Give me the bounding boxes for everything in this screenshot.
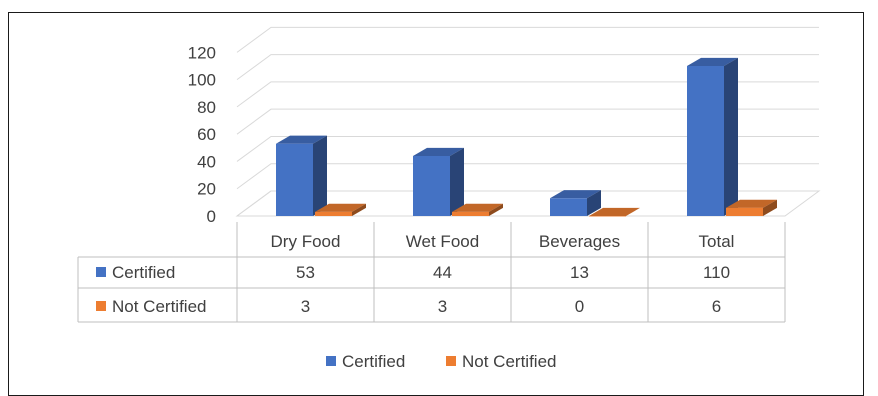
legend-swatch: [326, 356, 336, 366]
gridline: [236, 135, 819, 162]
data-cell: 44: [433, 263, 452, 282]
legend: Certified Not Certified: [326, 352, 556, 371]
category-label: Beverages: [539, 232, 620, 251]
legend-label: Not Certified: [462, 352, 556, 371]
legend-label: Certified: [342, 352, 405, 371]
bar-certified: [413, 147, 464, 216]
y-tick-label: 0: [207, 207, 216, 226]
bar-certified: [276, 135, 327, 216]
bar-not-certified: [589, 207, 640, 217]
gridline: [236, 26, 819, 53]
category-label: Dry Food: [271, 232, 341, 251]
y-tick-label: 20: [197, 180, 216, 199]
category-label: Wet Food: [406, 232, 479, 251]
data-cell: 6: [712, 297, 721, 316]
bar-certified: [687, 57, 738, 216]
bar-not-certified: [452, 203, 503, 216]
legend-key-certified: [96, 267, 106, 277]
gridline: [236, 81, 819, 108]
gridline: [236, 108, 819, 135]
series-label: Not Certified: [112, 297, 206, 316]
gridline: [236, 163, 819, 190]
legend-key-not-certified: [96, 301, 106, 311]
legend-item-certified: Certified: [326, 352, 405, 371]
gridlines: [235, 26, 821, 217]
y-tick-label: 100: [188, 71, 216, 90]
y-tick-label: 40: [197, 152, 216, 171]
bar-not-certified: [726, 199, 777, 216]
series-label: Certified: [112, 263, 175, 282]
data-cell: 53: [296, 263, 315, 282]
data-cell: 110: [703, 263, 730, 282]
bar-not-certified: [315, 203, 366, 216]
data-cell: 0: [575, 297, 584, 316]
category-label: Total: [699, 232, 735, 251]
bars: [276, 57, 777, 217]
legend-item-not-certified: Not Certified: [446, 352, 556, 371]
y-axis-ticks: 0 20 40 60 80 100 120: [188, 43, 216, 226]
data-table: Dry Food Wet Food Beverages Total Certified 5…: [77, 222, 786, 323]
y-tick-label: 80: [197, 98, 216, 117]
data-cell: 3: [438, 297, 447, 316]
data-cell: 13: [570, 263, 589, 282]
data-cell: 3: [301, 297, 310, 316]
legend-swatch: [446, 356, 456, 366]
gridline: [236, 190, 819, 217]
bar-certified: [550, 190, 601, 216]
y-tick-label: 120: [188, 43, 216, 62]
gridline: [236, 54, 819, 81]
y-tick-label: 60: [197, 125, 216, 144]
